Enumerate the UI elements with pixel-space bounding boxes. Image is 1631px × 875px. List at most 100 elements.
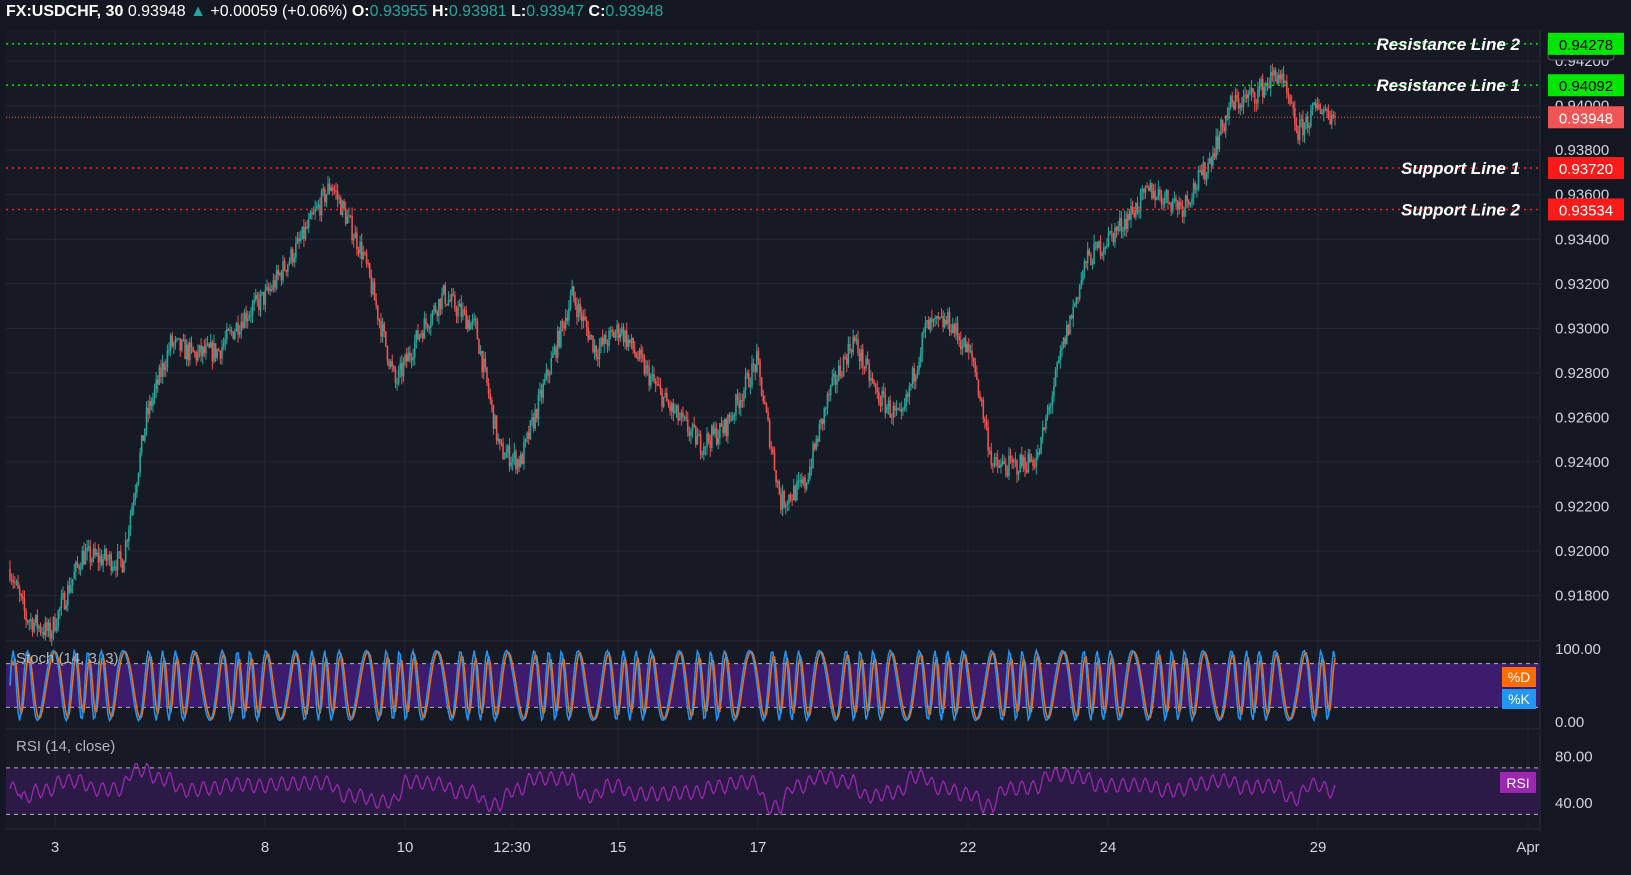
candle	[243, 308, 246, 329]
candle	[28, 618, 31, 631]
candle	[678, 412, 681, 421]
candle	[1122, 226, 1124, 239]
candle-body	[545, 369, 548, 379]
candle-body	[1215, 136, 1217, 158]
candle	[1037, 444, 1039, 461]
candle	[674, 403, 676, 415]
candle	[773, 446, 776, 472]
candle	[770, 441, 773, 455]
candle	[1239, 103, 1242, 116]
candle	[1289, 93, 1291, 107]
stoch-k-legend: %K	[1508, 691, 1530, 707]
candle-body	[169, 335, 172, 351]
candle	[1165, 188, 1168, 204]
candle-body	[931, 318, 933, 322]
candle	[829, 384, 832, 402]
symbol-label[interactable]: FX:USDCHF, 30	[6, 3, 124, 20]
candle-body	[1083, 261, 1086, 271]
candle-body	[1178, 202, 1181, 210]
candle	[163, 360, 165, 378]
candle-body	[796, 481, 798, 500]
candle-body	[1250, 88, 1253, 93]
candle	[518, 455, 520, 473]
candle-body	[83, 550, 85, 565]
candle	[148, 394, 151, 419]
candle	[1294, 100, 1296, 131]
candle	[494, 413, 496, 430]
candle	[1043, 426, 1046, 432]
candle-body	[1184, 195, 1187, 209]
candle-body	[222, 343, 225, 347]
candle-body	[97, 552, 100, 563]
candle	[542, 378, 545, 404]
candle	[158, 364, 161, 386]
candle-body	[155, 379, 157, 390]
candle	[1265, 81, 1267, 96]
candle	[1115, 225, 1118, 238]
candle-body	[1021, 454, 1023, 467]
candle	[290, 246, 292, 264]
candle	[905, 389, 907, 413]
candle	[245, 305, 247, 329]
candle-body	[749, 385, 752, 387]
candle	[849, 336, 851, 354]
candle-body	[723, 419, 726, 434]
candle	[214, 342, 217, 363]
candle	[471, 313, 474, 330]
candle-body	[95, 552, 98, 555]
candle	[608, 327, 610, 352]
candle-body	[87, 546, 90, 548]
candle	[1098, 240, 1100, 249]
candle-body	[1244, 94, 1246, 97]
candle-body	[1098, 241, 1100, 249]
candle-body	[717, 438, 720, 445]
candle	[482, 350, 485, 380]
candle	[362, 245, 365, 261]
candle-body	[1202, 162, 1205, 176]
candle-body	[298, 238, 300, 241]
candle-body	[1229, 96, 1232, 108]
candle-body	[431, 311, 434, 323]
candle-body	[524, 438, 527, 443]
candle-body	[773, 452, 776, 471]
candle	[1109, 230, 1111, 236]
candle	[57, 609, 59, 632]
candle	[696, 427, 699, 445]
candle	[296, 232, 299, 245]
candle	[511, 453, 514, 471]
candle	[683, 415, 686, 422]
candle-body	[491, 399, 493, 405]
candle-body	[725, 419, 728, 436]
candle	[574, 291, 577, 310]
candle-body	[921, 332, 924, 354]
candle-body	[1022, 457, 1025, 467]
candle	[399, 356, 402, 378]
candle-body	[656, 384, 659, 386]
candle-body	[865, 358, 867, 369]
candle-body	[1276, 76, 1278, 84]
candle-body	[547, 369, 549, 376]
candle-body	[237, 322, 239, 335]
candle-body	[1051, 396, 1054, 406]
candle-body	[86, 547, 88, 552]
candle	[1279, 70, 1282, 84]
candle	[1029, 448, 1031, 464]
candle-body	[1322, 109, 1325, 113]
candle-body	[487, 382, 490, 395]
candle	[1035, 448, 1038, 475]
candle-body	[714, 428, 716, 435]
candle	[1059, 345, 1062, 369]
candle	[714, 421, 716, 438]
candle	[373, 278, 376, 301]
candle-body	[306, 226, 308, 228]
candle	[621, 322, 623, 337]
candle	[915, 374, 917, 390]
candle-body	[381, 323, 384, 337]
candle	[1215, 128, 1217, 161]
candle-body	[958, 336, 960, 340]
candle	[1281, 68, 1283, 88]
candle-body	[279, 272, 281, 275]
candle	[1250, 80, 1253, 102]
candle-body	[362, 252, 365, 259]
